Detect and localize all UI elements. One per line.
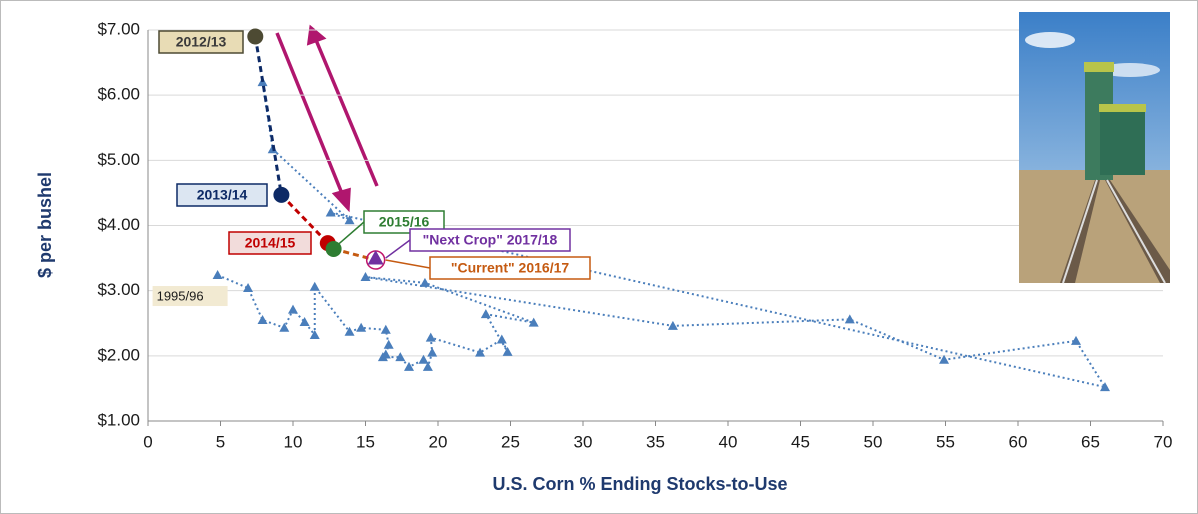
point-label: 1995/96 [157,288,204,303]
x-tick-label: 40 [719,432,738,451]
x-tick-label: 45 [791,432,810,451]
callout-label: 2014/15 [245,235,296,251]
x-tick-label: 55 [936,432,955,451]
callout-label: 2012/13 [176,34,227,50]
callout-label: "Next Crop" 2017/18 [423,232,558,248]
x-tick-label: 10 [284,432,303,451]
photo [1019,12,1170,283]
callout-label: "Current" 2016/17 [451,260,570,276]
callout-label: 2013/14 [197,187,248,203]
y-axis-title: $ per bushel [35,172,55,278]
callout-label: 2015/16 [379,214,430,230]
x-tick-label: 60 [1009,432,1028,451]
x-tick-label: 25 [501,432,520,451]
highlight-point [273,187,289,203]
y-tick-label: $1.00 [97,410,140,429]
x-tick-label: 5 [216,432,225,451]
chart: U.S. Corn % Ending Stocks-to-Use $ per b… [0,0,1198,514]
y-tick-label: $4.00 [97,215,140,234]
y-tick-label: $3.00 [97,280,140,299]
y-tick-label: $7.00 [97,19,140,38]
x-tick-label: 50 [864,432,883,451]
y-tick-label: $5.00 [97,150,140,169]
x-tick-label: 15 [356,432,375,451]
x-tick-label: 0 [143,432,152,451]
x-axis-title: U.S. Corn % Ending Stocks-to-Use [492,474,787,494]
x-tick-label: 30 [574,432,593,451]
x-tick-label: 70 [1154,432,1173,451]
highlight-point [326,241,342,257]
y-tick-label: $2.00 [97,345,140,364]
x-tick-label: 20 [429,432,448,451]
y-tick-label: $6.00 [97,85,140,104]
x-tick-label: 65 [1081,432,1100,451]
highlight-point [247,29,263,45]
x-tick-label: 35 [646,432,665,451]
